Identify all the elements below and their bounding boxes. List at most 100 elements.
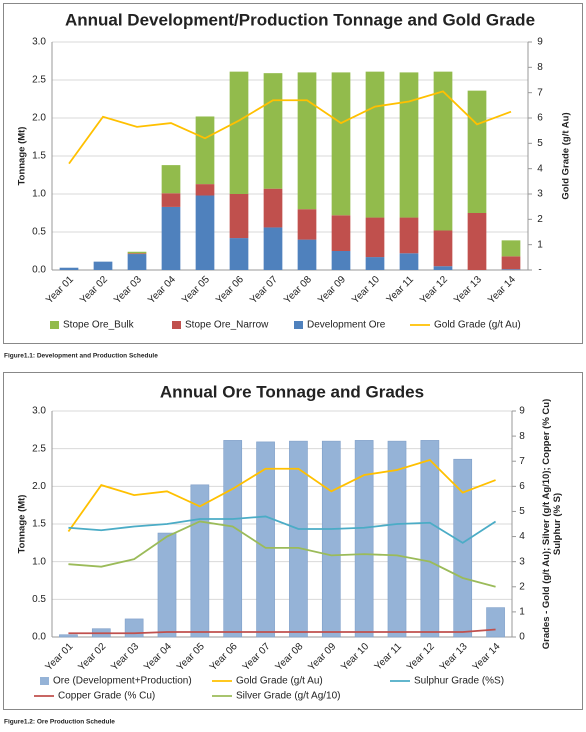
bar: [331, 251, 351, 270]
y2-tick-label: -: [538, 265, 541, 276]
y-tick-label: 1.0: [32, 556, 46, 567]
bar: [127, 253, 147, 255]
y-tick-label: 2.5: [32, 443, 46, 454]
bar: [365, 71, 385, 218]
bar: [190, 484, 210, 638]
bar: [399, 253, 419, 270]
y2-axis-title: Gold Grade (g/t Au): [561, 112, 572, 199]
bar: [263, 188, 283, 228]
bar: [297, 72, 317, 210]
bar: [433, 71, 453, 231]
y2-tick-label: 0: [519, 632, 525, 643]
chart-title: Annual Ore Tonnage and Grades: [160, 382, 424, 401]
y2-tick-label: 6: [519, 481, 525, 492]
line-series: [68, 628, 496, 635]
bar: [365, 257, 385, 270]
bar: [223, 440, 243, 638]
y2-tick-label: 3: [519, 556, 525, 567]
bar: [331, 72, 351, 216]
bar: [256, 441, 275, 638]
bar: [93, 261, 113, 270]
y2-axis-title: Sulphur (% S): [552, 493, 563, 555]
y2-tick-label: 7: [537, 87, 543, 98]
y-tick-label: 1.5: [32, 519, 46, 530]
bar: [124, 618, 144, 638]
legend-label: Silver Grade (g/t Ag/10): [236, 691, 341, 702]
bar: [453, 458, 473, 638]
y2-tick-label: 2: [519, 581, 525, 592]
y-tick-label: 0.0: [32, 632, 46, 643]
bar: [297, 239, 317, 270]
y-tick-label: 1.0: [32, 189, 46, 200]
y-tick-label: 2.5: [32, 75, 46, 86]
y2-tick-label: 5: [519, 506, 525, 517]
bar: [399, 217, 419, 254]
y-axis-title: Tonnage (Mt): [17, 495, 28, 554]
y2-axis-title: Grades - Gold (g/t Au); Silver (g/t Ag/1…: [541, 399, 552, 650]
y-tick-label: 1.5: [32, 151, 46, 162]
y2-tick-label: 1: [537, 239, 543, 250]
y-tick-label: 2.0: [32, 113, 46, 124]
legend-label: Gold Grade (g/t Au): [434, 320, 521, 331]
bar: [127, 251, 147, 254]
bar: [59, 267, 79, 270]
bar: [433, 230, 453, 267]
y2-tick-label: 8: [519, 431, 525, 442]
bar: [229, 71, 249, 194]
y-tick-label: 0.0: [32, 265, 46, 276]
bar: [433, 266, 453, 270]
bar: [161, 165, 181, 194]
legend-swatch: [172, 321, 181, 329]
bar: [467, 90, 487, 213]
line-series: [67, 458, 496, 533]
bar: [157, 532, 177, 638]
bar: [195, 116, 215, 185]
bar: [127, 254, 147, 270]
bar: [229, 238, 249, 270]
y-tick-label: 2.0: [32, 481, 46, 492]
y2-tick-label: 2: [537, 214, 543, 225]
bar: [331, 215, 351, 251]
line-series: [68, 520, 496, 588]
legend-label: Gold Grade (g/t Au): [236, 676, 323, 687]
bar: [501, 240, 521, 257]
bar: [387, 440, 407, 638]
y-axis-title: Tonnage (Mt): [17, 127, 28, 186]
legend-label: Sulphur Grade (%S): [414, 676, 504, 687]
y-tick-label: 0.5: [32, 227, 46, 238]
legend-label: Copper Grade (% Cu): [58, 691, 155, 702]
bar: [161, 193, 181, 207]
y2-tick-label: 9: [537, 37, 543, 48]
y2-tick-label: 7: [519, 456, 525, 467]
y2-tick-label: 8: [537, 62, 543, 73]
bar: [365, 217, 385, 258]
bar: [420, 440, 440, 638]
legend-swatch: [50, 321, 59, 329]
y-tick-label: 3.0: [32, 37, 46, 48]
chart-title: Annual Development/Production Tonnage an…: [65, 10, 535, 29]
caption: Figure1.1: Development and Production Sc…: [4, 353, 158, 360]
bar: [399, 72, 419, 218]
bar: [297, 209, 317, 240]
y2-tick-label: 4: [537, 163, 543, 174]
legend-label: Ore (Development+Production): [53, 676, 192, 687]
bar: [161, 206, 181, 270]
bar: [59, 634, 78, 638]
line-series: [68, 90, 512, 165]
legend-label: Stope Ore_Bulk: [63, 320, 135, 331]
legend-swatch: [294, 321, 303, 329]
y2-tick-label: 1: [519, 607, 525, 618]
bar: [195, 184, 215, 196]
y2-tick-label: 6: [537, 113, 543, 124]
bar: [263, 73, 283, 189]
y2-tick-label: 5: [537, 138, 543, 149]
legend-swatch: [40, 677, 49, 685]
bar: [229, 194, 249, 239]
legend-label: Development Ore: [307, 320, 386, 331]
bar: [467, 213, 487, 270]
bar: [321, 440, 341, 638]
y2-tick-label: 4: [519, 531, 525, 542]
line-series: [68, 515, 497, 544]
bar: [263, 227, 283, 270]
